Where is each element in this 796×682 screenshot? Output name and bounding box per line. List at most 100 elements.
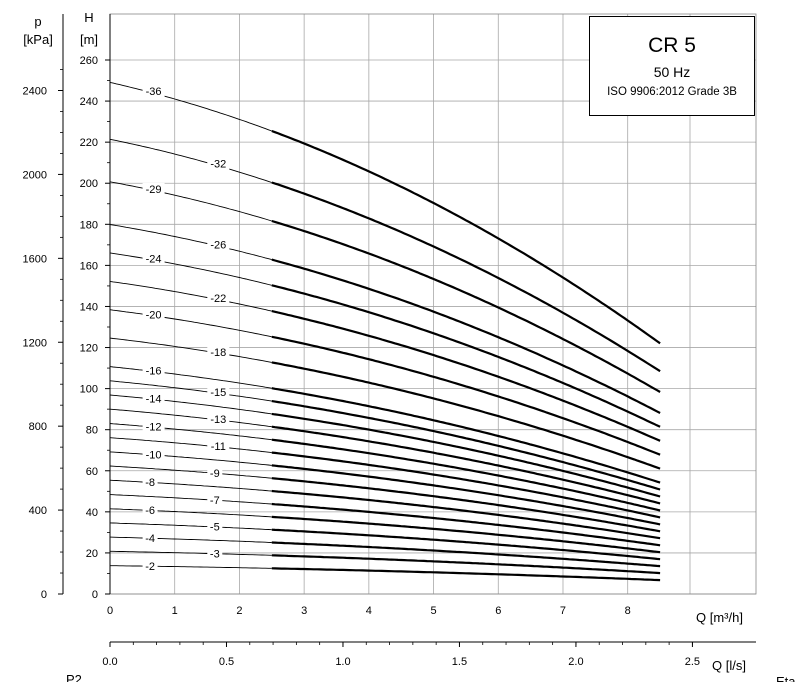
curve-label-bg [142, 476, 158, 489]
curve-16-low-flow [109, 366, 272, 389]
h-tick-label: 160 [80, 260, 98, 272]
curve-label-20: -20 [146, 310, 162, 322]
curve-label-bg [142, 182, 165, 195]
curve-label-10: -10 [146, 449, 162, 461]
p-tick-label: 1200 [23, 337, 47, 349]
curve-14 [271, 412, 661, 498]
x2-tick-label: 2.5 [685, 656, 700, 668]
curve-label-7: -7 [210, 495, 220, 507]
q-tick-label: 8 [625, 605, 631, 617]
curve-26 [271, 258, 661, 414]
curve-label-bg [142, 364, 165, 377]
curve-15 [271, 400, 661, 491]
curve-24-low-flow [109, 252, 272, 286]
curve-label-14: -14 [146, 393, 162, 405]
h-tick-label: 260 [80, 55, 98, 67]
curve-label-12: -12 [146, 421, 162, 433]
p-tick-label: 400 [29, 505, 47, 517]
curve-6-low-flow [109, 508, 272, 518]
h-tick-label: 220 [80, 137, 98, 149]
curve-label-32: -32 [210, 159, 226, 171]
h-tick-label: 120 [80, 343, 98, 355]
q-tick-label: 4 [366, 605, 372, 617]
curve-18-low-flow [109, 337, 272, 363]
h-tick-label: 80 [86, 425, 98, 437]
curve-label-24: -24 [146, 254, 162, 266]
curve-8 [271, 489, 661, 540]
p-tick-label: 1600 [23, 253, 47, 265]
curve-14-low-flow [109, 394, 272, 415]
curve-label-bg [207, 493, 223, 506]
x2-tick-label: 0.0 [102, 656, 117, 668]
p-tick-label: 800 [29, 421, 47, 433]
q-tick-label: 0 [107, 605, 113, 617]
curve-label-9: -9 [210, 468, 220, 480]
curve-8-low-flow [109, 479, 272, 492]
curve-label-bg [142, 504, 158, 517]
curve-9-low-flow [109, 465, 272, 479]
curve-6 [271, 515, 661, 554]
p-tick-label: 2000 [23, 169, 47, 181]
curve-label-bg [207, 413, 230, 426]
curve-label-18: -18 [210, 347, 226, 359]
curve-36 [271, 129, 661, 345]
h-tick-label: 240 [80, 96, 98, 108]
curve-13-low-flow [109, 408, 272, 428]
curve-label-bg [207, 157, 230, 170]
curve-7-low-flow [109, 494, 272, 505]
curve-label-bg [207, 345, 230, 358]
x2-tick-label: 1.5 [452, 656, 467, 668]
curve-label-bg [207, 520, 223, 533]
h-tick-label: 180 [80, 219, 98, 231]
curve-22-low-flow [109, 280, 272, 312]
curve-22 [271, 310, 661, 442]
curve-12-low-flow [109, 423, 272, 441]
curve-label-4: -4 [145, 533, 155, 545]
curve-24 [271, 284, 661, 428]
curve-label-8: -8 [145, 477, 155, 489]
curve-10 [271, 464, 661, 526]
curve-13 [271, 425, 661, 505]
curve-2-low-flow [110, 565, 272, 569]
curve-label-bg [142, 448, 165, 461]
curve-16 [271, 387, 661, 484]
q-tick-label: 5 [431, 605, 437, 617]
curve-11-low-flow [109, 437, 272, 454]
curve-label-36: -36 [146, 86, 162, 98]
curve-label-6: -6 [145, 505, 155, 517]
curve-18 [271, 361, 661, 470]
curve-label-22: -22 [210, 293, 226, 305]
chart-title: CR 5 [648, 34, 696, 57]
curve-label-bg [207, 547, 223, 560]
p-axis-unit: p [34, 14, 41, 29]
curve-4-low-flow [109, 536, 272, 543]
h-axis-unit: H [84, 10, 93, 25]
axes: 0204060801001201401601802002202402600400… [23, 14, 756, 668]
curve-label-26: -26 [210, 239, 226, 251]
curve-label-bg [142, 85, 165, 98]
curve-32-low-flow [109, 138, 272, 183]
h-tick-label: 200 [80, 178, 98, 190]
curve-12 [271, 438, 661, 512]
curve-11 [271, 451, 661, 519]
curve-3 [271, 554, 661, 575]
eta-label: Eta [776, 674, 796, 682]
h-tick-label: 40 [86, 507, 98, 519]
x2-tick-label: 2.0 [568, 656, 583, 668]
chart-subtitle: 50 Hz [653, 64, 691, 80]
curve-label-16: -16 [146, 365, 162, 377]
p2-label: P2 [66, 672, 82, 682]
curve-label-bg [142, 560, 158, 573]
curve-2 [271, 567, 661, 582]
curve-29-low-flow [109, 181, 272, 222]
q-tick-label: 1 [172, 605, 178, 617]
q-tick-label: 3 [301, 605, 307, 617]
curve-10-low-flow [109, 451, 272, 466]
curve-label-bg [142, 392, 165, 405]
x2-tick-label: 0.5 [219, 656, 234, 668]
curve-label-bg [142, 308, 165, 321]
x-axis-label: Q [m³/h] [696, 610, 743, 625]
curve-29 [271, 219, 661, 393]
chart-info-box: CR 5 50 Hz ISO 9906:2012 Grade 3B [589, 16, 755, 116]
curve-5-low-flow [109, 522, 272, 531]
